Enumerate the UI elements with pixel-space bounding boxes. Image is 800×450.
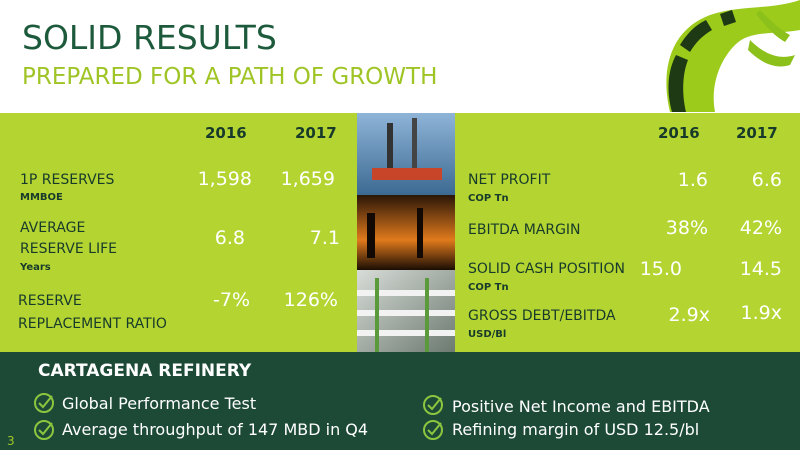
title: SOLID RESULTS — [22, 18, 277, 57]
row-unit: USD/Bl — [468, 329, 507, 340]
row-label: RESERVE LIFE — [20, 241, 117, 257]
cell-value: 15.0 — [639, 258, 682, 280]
row-label: AVERAGE — [20, 220, 86, 236]
bullet: Positive Net Income and EBITDA — [452, 397, 710, 416]
cell-value: 6.8 — [214, 227, 245, 249]
cell-value: 1,659 — [280, 168, 335, 190]
photo-strip — [357, 113, 455, 352]
bullet: Refining margin of USD 12.5/bl — [452, 420, 700, 439]
row-label: GROSS DEBT/EBITDA — [468, 308, 616, 324]
cell-value: 38% — [665, 217, 708, 239]
right-panel — [455, 113, 800, 352]
cell-value: 1.6 — [677, 169, 708, 191]
left-panel — [0, 113, 357, 352]
cell-value: 14.5 — [739, 258, 782, 280]
cell-value: 6.6 — [751, 169, 782, 191]
column-header: 2017 — [295, 124, 337, 142]
row-label: 1P RESERVES — [20, 172, 115, 188]
cell-value: -7% — [213, 289, 250, 311]
row-unit: Years — [20, 262, 51, 273]
lizard-illustration — [666, 0, 800, 112]
subtitle: PREPARED FOR A PATH OF GROWTH — [22, 64, 438, 90]
row-label: EBITDA MARGIN — [468, 222, 581, 238]
cell-value: 2.9x — [668, 304, 710, 326]
cell-value: 126% — [283, 289, 338, 311]
cell-value: 1.9x — [740, 302, 782, 324]
cell-value: 7.1 — [309, 227, 340, 249]
column-header: 2016 — [658, 124, 700, 142]
row-label: NET PROFIT — [468, 172, 551, 188]
row-label: SOLID CASH POSITION — [468, 261, 625, 277]
check-icons — [34, 393, 443, 440]
cell-value: 1,598 — [197, 168, 252, 190]
row-label: REPLACEMENT RATIO — [18, 316, 167, 332]
row-label: RESERVE — [18, 293, 82, 309]
bullet: Global Performance Test — [62, 394, 257, 413]
refinery-section — [0, 352, 800, 450]
cell-value: 42% — [739, 217, 782, 239]
row-unit: MMBOE — [20, 192, 63, 203]
section-title: CARTAGENA REFINERY — [38, 361, 252, 381]
column-header: 2016 — [205, 124, 247, 142]
column-header: 2017 — [736, 124, 778, 142]
row-unit: COP Tn — [468, 193, 509, 204]
bullet: Average throughput of 147 MBD in Q4 — [62, 420, 369, 439]
row-unit: COP Tn — [468, 282, 509, 293]
page-number: 3 — [7, 434, 15, 448]
